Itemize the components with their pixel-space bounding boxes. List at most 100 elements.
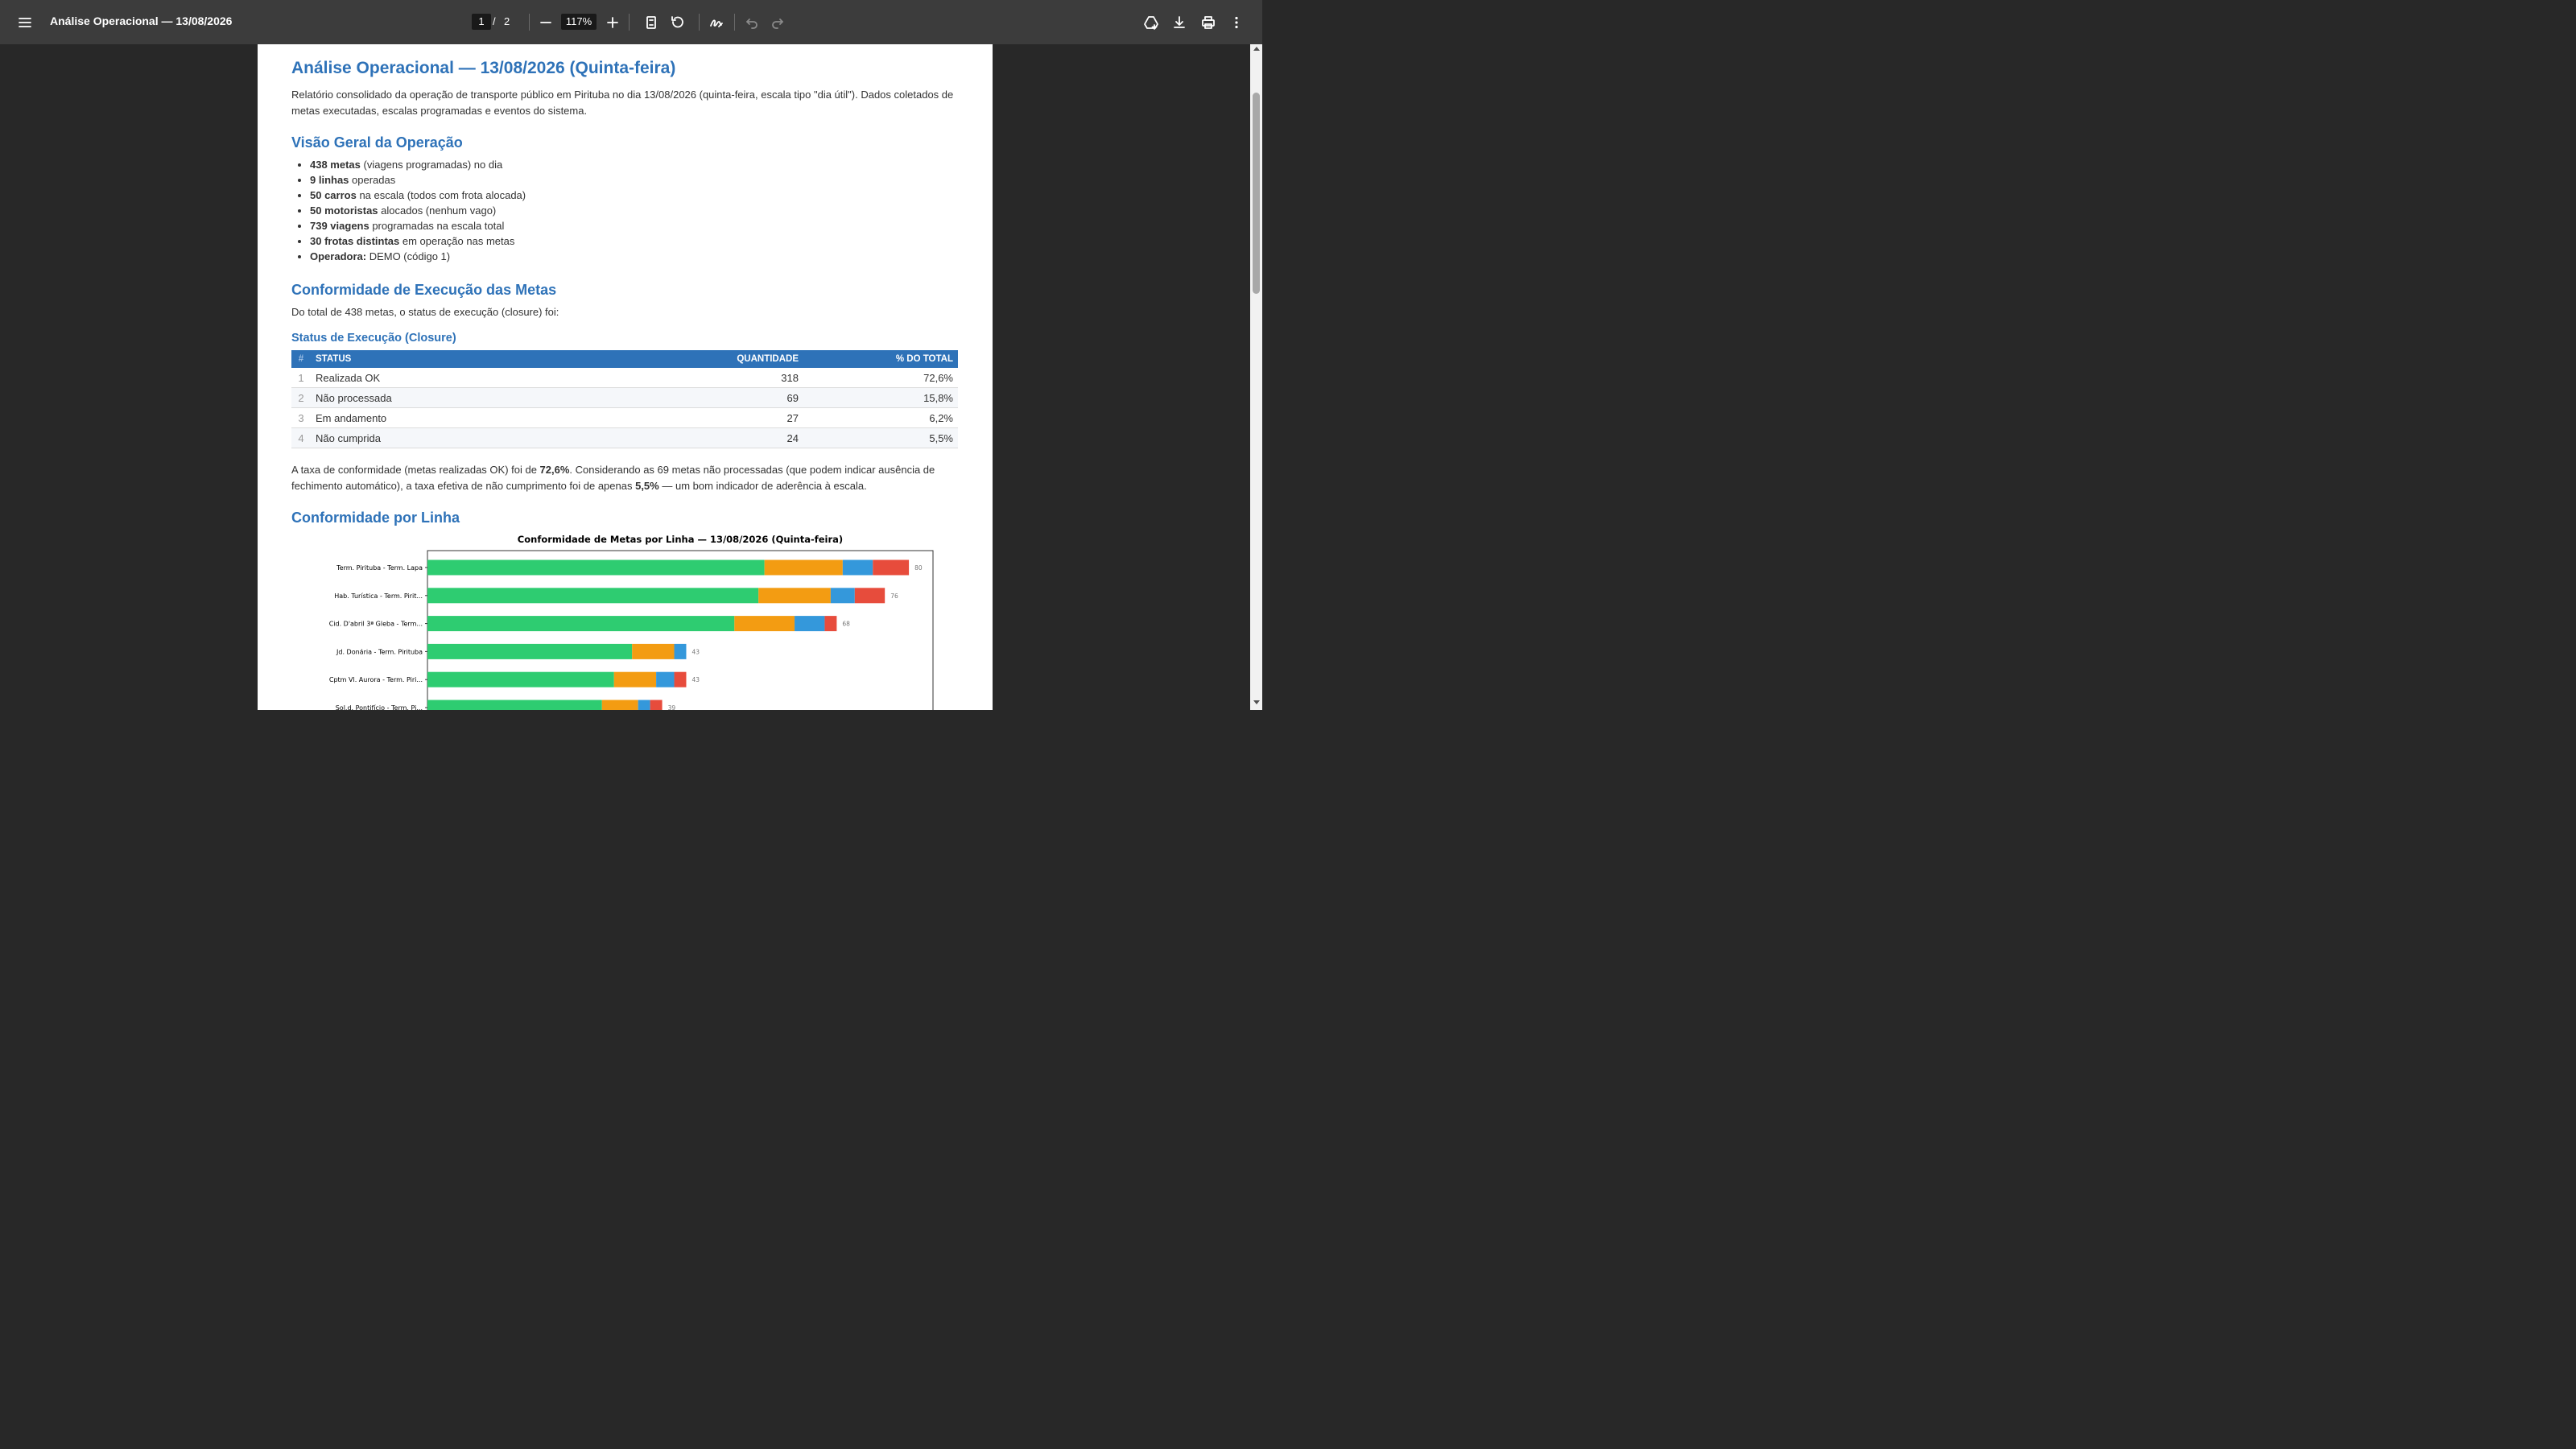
- list-item-text: (viagens programadas) no dia: [360, 159, 503, 171]
- category-label: Cid. D'abril 3ª Gleba - Term...: [329, 621, 423, 628]
- bar-segment: [764, 559, 843, 576]
- table-row: 2 Não processada 69 15,8%: [291, 387, 958, 408]
- bar-segment: [427, 559, 765, 576]
- download-icon[interactable]: [1166, 10, 1192, 35]
- bar-segment: [656, 671, 675, 687]
- bar-segment: [601, 700, 638, 710]
- summary-text: A taxa de conformidade (metas realizadas…: [291, 464, 540, 476]
- status-table: # STATUS QUANTIDADE % DO TOTAL 1 Realiza…: [291, 350, 958, 448]
- list-item: 50 motoristas alocados (nenhum vago): [310, 203, 526, 218]
- chart-svg: Conformidade de Metas por Linha — 13/08/…: [329, 534, 934, 710]
- list-item: 30 frotas distintas em operação nas meta…: [310, 233, 526, 249]
- menu-icon[interactable]: [12, 10, 38, 35]
- category-label: Hab. Turística - Term. Pirit...: [334, 592, 423, 600]
- bar-segment: [830, 588, 855, 604]
- quantity-cell: 318: [580, 368, 803, 388]
- quantity-cell: 27: [580, 407, 803, 428]
- summary-highlight: 5,5%: [635, 479, 659, 492]
- list-item-bold: 50 carros: [310, 189, 357, 201]
- more-options-icon[interactable]: [1224, 10, 1249, 35]
- category-label: Sol.d. Pontifício - Term. Pi...: [336, 704, 423, 710]
- list-item-bold: 50 motoristas: [310, 204, 378, 217]
- list-item-text: operadas: [349, 174, 396, 186]
- conformity-heading: Conformidade de Execução das Metas: [291, 282, 557, 298]
- bar-segment: [758, 588, 831, 604]
- quantity-cell: 69: [580, 387, 803, 408]
- bar-total-label: 43: [691, 648, 700, 655]
- summary-text: . Considerando as 69 metas não processad…: [291, 464, 935, 492]
- rotate-icon[interactable]: [664, 10, 690, 35]
- bar-total-label: 43: [691, 676, 700, 683]
- table-row: 4 Não cumprida 24 5,5%: [291, 427, 958, 448]
- conformity-chart: Conformidade de Metas por Linha — 13/08/…: [291, 531, 958, 710]
- bar-segment: [427, 643, 633, 659]
- bar-segment: [632, 643, 675, 659]
- toolbar-divider: [699, 14, 700, 31]
- scroll-down-arrow-icon[interactable]: [1253, 700, 1260, 704]
- list-item: 739 viagens programadas na escala total: [310, 218, 526, 233]
- bar-segment: [427, 616, 735, 632]
- redo-icon[interactable]: [765, 10, 791, 35]
- overview-heading: Visão Geral da Operação: [291, 134, 463, 151]
- document-title: Análise Operacional — 13/08/2026: [50, 14, 233, 27]
- bar-segment: [427, 588, 759, 604]
- row-number: 1: [291, 368, 311, 388]
- category-label: Cptm Vl. Aurora - Term. Piri...: [329, 676, 423, 683]
- page-number-input[interactable]: 1: [472, 14, 491, 30]
- annotate-pen-icon[interactable]: [704, 10, 729, 35]
- list-item-bold: 438 metas: [310, 159, 361, 171]
- bar-segment: [674, 671, 687, 687]
- bar-segment: [795, 616, 825, 632]
- status-cell: Em andamento: [311, 407, 580, 428]
- toolbar-divider: [734, 14, 735, 31]
- toolbar-divider: [529, 14, 530, 31]
- zoom-level-input[interactable]: 117%: [561, 14, 597, 30]
- status-cell: Não cumprida: [311, 427, 580, 448]
- list-item: 438 metas (viagens programadas) no dia: [310, 157, 526, 172]
- quantity-cell: 24: [580, 427, 803, 448]
- document-heading: Análise Operacional — 13/08/2026 (Quinta…: [291, 59, 676, 77]
- row-number: 4: [291, 427, 311, 448]
- list-item-bold: Operadora:: [310, 250, 367, 262]
- column-header: #: [291, 350, 311, 368]
- page-separator: /: [493, 15, 496, 27]
- bar-segment: [427, 671, 614, 687]
- status-cell: Não processada: [311, 387, 580, 408]
- bar-segment: [427, 700, 602, 710]
- list-item-text: alocados (nenhum vago): [378, 204, 497, 217]
- bar-segment: [734, 616, 795, 632]
- list-item: Operadora: DEMO (código 1): [310, 249, 526, 264]
- list-item-text: programadas na escala total: [369, 220, 505, 232]
- pdf-page: Análise Operacional — 13/08/2026 (Quinta…: [258, 44, 993, 710]
- row-number: 3: [291, 407, 311, 428]
- bar-total-label: 68: [842, 621, 850, 628]
- by-line-heading: Conformidade por Linha: [291, 510, 460, 526]
- fit-page-icon[interactable]: [638, 10, 664, 35]
- bar-segment: [613, 671, 657, 687]
- zoom-out-button[interactable]: [533, 10, 559, 35]
- undo-icon[interactable]: [739, 10, 765, 35]
- bar-segment: [842, 559, 873, 576]
- table-header-row: # STATUS QUANTIDADE % DO TOTAL: [291, 350, 958, 368]
- drive-save-icon[interactable]: [1138, 10, 1164, 35]
- row-number: 2: [291, 387, 311, 408]
- plot-frame: [427, 550, 934, 710]
- bar-total-label: 76: [890, 592, 898, 600]
- conformity-summary: A taxa de conformidade (metas realizadas…: [291, 462, 958, 493]
- column-header: % DO TOTAL: [803, 350, 958, 368]
- list-item: 50 carros na escala (todos com frota alo…: [310, 188, 526, 203]
- intro-paragraph: Relatório consolidado da operação de tra…: [291, 89, 954, 117]
- chart-title: Conformidade de Metas por Linha — 13/08/…: [518, 534, 843, 545]
- scrollbar-thumb[interactable]: [1253, 93, 1260, 294]
- status-cell: Realizada OK: [311, 368, 580, 388]
- table-row: 1 Realizada OK 318 72,6%: [291, 368, 958, 388]
- toolbar-divider: [629, 14, 630, 31]
- list-item-bold: 739 viagens: [310, 220, 369, 232]
- percent-cell: 15,8%: [803, 387, 958, 408]
- column-header: QUANTIDADE: [580, 350, 803, 368]
- scroll-up-arrow-icon[interactable]: [1253, 47, 1260, 51]
- bar-segment: [650, 700, 663, 710]
- zoom-in-button[interactable]: [600, 10, 625, 35]
- list-item-text: na escala (todos com frota alocada): [356, 189, 526, 201]
- print-icon[interactable]: [1195, 10, 1221, 35]
